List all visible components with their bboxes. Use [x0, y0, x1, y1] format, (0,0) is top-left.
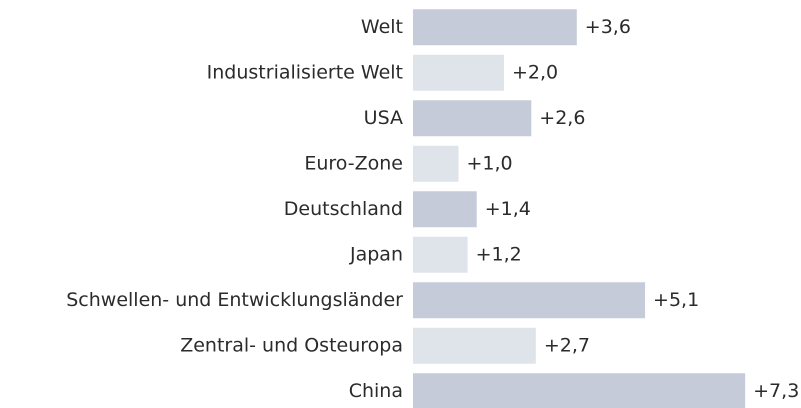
category-label: Welt [361, 16, 403, 38]
category-label: Deutschland [284, 198, 403, 220]
value-label: +3,6 [585, 16, 631, 38]
bar [413, 54, 504, 91]
value-label: +2,0 [512, 61, 558, 83]
category-label: Zentral- und Osteuropa [180, 334, 403, 356]
category-label: Schwellen- und Entwicklungsländer [66, 289, 403, 311]
value-label: +7,3 [753, 380, 799, 402]
bar [413, 100, 532, 137]
value-label: +1,0 [467, 152, 513, 174]
value-label: +5,1 [653, 289, 699, 311]
category-label: Industrialisierte Welt [207, 61, 403, 83]
value-label: +2,7 [544, 334, 590, 356]
value-label: +2,6 [539, 107, 585, 129]
bar [413, 236, 468, 273]
category-label: Euro-Zone [304, 152, 403, 174]
category-label: USA [364, 107, 403, 129]
bar [413, 282, 646, 319]
bar [413, 191, 477, 228]
bar [413, 373, 746, 408]
bar [413, 327, 536, 364]
value-label: +1,2 [476, 243, 522, 265]
bar [413, 9, 577, 46]
category-label: China [349, 380, 403, 402]
bar [413, 145, 459, 182]
category-label: Japan [349, 243, 403, 265]
value-label: +1,4 [485, 198, 531, 220]
